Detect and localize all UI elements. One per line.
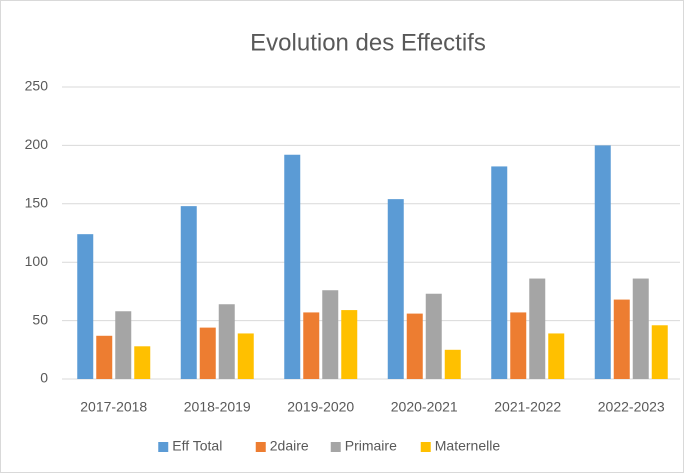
y-tick-label: 100 (25, 253, 49, 269)
bar (425, 293, 442, 379)
bar (548, 333, 565, 379)
y-tick-label: 50 (32, 311, 48, 327)
legend-swatch (330, 442, 341, 452)
legend-swatch (255, 442, 266, 452)
bar (115, 311, 132, 379)
bar (284, 154, 301, 379)
legend-label: Eff Total (172, 438, 222, 454)
bar (237, 333, 254, 379)
legend-swatch (158, 442, 169, 452)
y-tick-label: 150 (25, 195, 49, 211)
bar (529, 278, 546, 379)
bar (180, 206, 197, 379)
bar (77, 234, 94, 379)
bar (134, 346, 151, 379)
bar (322, 290, 339, 379)
y-tick-label: 200 (25, 136, 49, 152)
chart-title: Evolution des Effectifs (250, 29, 486, 56)
bar (96, 335, 113, 379)
legend-label: 2daire (270, 438, 309, 454)
bar (491, 166, 508, 379)
bar (594, 145, 611, 379)
x-tick-label: 2018-2019 (184, 399, 251, 415)
x-tick-label: 2022-2023 (598, 399, 665, 415)
bar (651, 325, 668, 379)
bar (303, 312, 320, 379)
x-tick-label: 2019-2020 (287, 399, 354, 415)
bar (613, 299, 630, 379)
legend-label: Maternelle (435, 438, 501, 454)
legend-swatch (420, 442, 431, 452)
bar (387, 199, 404, 379)
y-tick-label: 250 (25, 78, 49, 94)
x-tick-label: 2017-2018 (80, 399, 147, 415)
bar (510, 312, 527, 379)
bar (199, 327, 216, 379)
x-tick-label: 2020-2021 (391, 399, 458, 415)
y-tick-label: 0 (40, 370, 48, 386)
x-tick-label: 2021-2022 (494, 399, 561, 415)
bar (632, 278, 649, 379)
bar (218, 304, 235, 379)
bar (406, 313, 423, 379)
bar (341, 310, 358, 379)
bar (444, 349, 461, 379)
legend-label: Primaire (345, 438, 397, 454)
